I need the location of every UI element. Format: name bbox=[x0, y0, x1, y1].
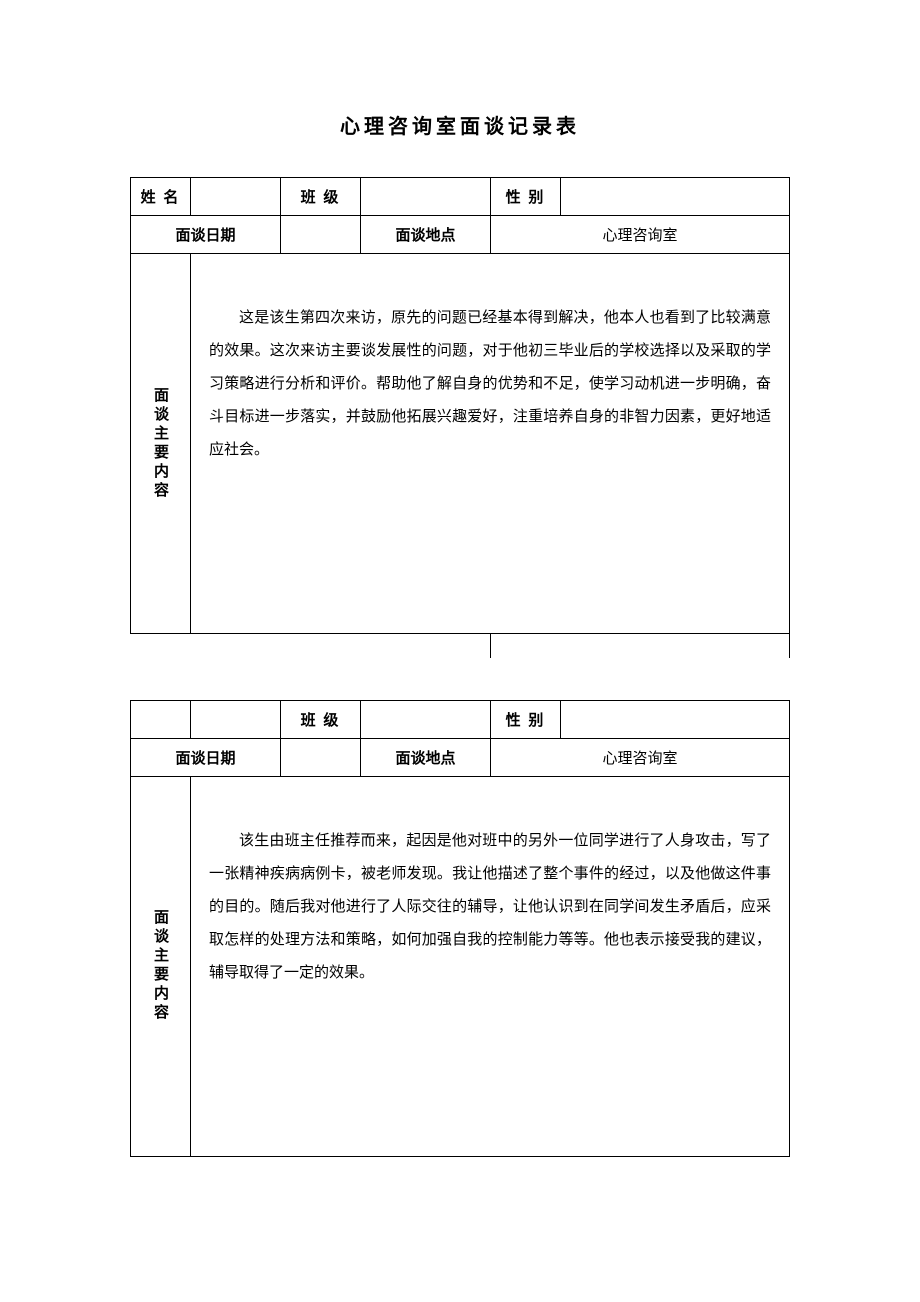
content-text: 这是该生第四次来访，原先的问题已经基本得到解决，他本人也看到了比较满意的效果。这… bbox=[209, 302, 771, 467]
content-cell: 该生由班主任推荐而来，起因是他对班中的另外一位同学进行了人身攻击，写了一张精神疾… bbox=[191, 776, 790, 1156]
gender-label: 性 别 bbox=[491, 178, 561, 216]
date-row: 面谈日期 面谈地点 心理咨询室 bbox=[131, 216, 790, 254]
class-value bbox=[361, 700, 491, 738]
class-label: 班 级 bbox=[281, 700, 361, 738]
content-row: 面谈主要内容 这是该生第四次来访，原先的问题已经基本得到解决，他本人也看到了比较… bbox=[131, 254, 790, 634]
date-value bbox=[281, 216, 361, 254]
name-value bbox=[191, 700, 281, 738]
class-label: 班 级 bbox=[281, 178, 361, 216]
name-label bbox=[131, 700, 191, 738]
name-label: 姓 名 bbox=[131, 178, 191, 216]
header-row: 班 级 性 别 bbox=[131, 700, 790, 738]
location-value: 心理咨询室 bbox=[491, 738, 790, 776]
gender-label: 性 别 bbox=[491, 700, 561, 738]
name-value bbox=[191, 178, 281, 216]
location-value: 心理咨询室 bbox=[491, 216, 790, 254]
location-label: 面谈地点 bbox=[361, 216, 491, 254]
content-row: 面谈主要内容 该生由班主任推荐而来，起因是他对班中的另外一位同学进行了人身攻击，… bbox=[131, 776, 790, 1156]
content-label: 面谈主要内容 bbox=[131, 254, 191, 634]
record-table-2: 班 级 性 别 面谈日期 面谈地点 心理咨询室 面谈主要内容 该生由班主任推荐而… bbox=[130, 700, 790, 1157]
record-table-1: 姓 名 班 级 性 别 面谈日期 面谈地点 心理咨询室 面谈主要内容 这是该生第… bbox=[130, 177, 790, 658]
gender-value bbox=[561, 700, 790, 738]
location-label: 面谈地点 bbox=[361, 738, 491, 776]
date-row: 面谈日期 面谈地点 心理咨询室 bbox=[131, 738, 790, 776]
gender-value bbox=[561, 178, 790, 216]
content-label: 面谈主要内容 bbox=[131, 776, 191, 1156]
date-value bbox=[281, 738, 361, 776]
content-cell: 这是该生第四次来访，原先的问题已经基本得到解决，他本人也看到了比较满意的效果。这… bbox=[191, 254, 790, 634]
header-row: 姓 名 班 级 性 别 bbox=[131, 178, 790, 216]
page-title: 心理咨询室面谈记录表 bbox=[130, 110, 790, 139]
date-label: 面谈日期 bbox=[131, 216, 281, 254]
class-value bbox=[361, 178, 491, 216]
footer-row bbox=[131, 634, 790, 658]
date-label: 面谈日期 bbox=[131, 738, 281, 776]
content-text: 该生由班主任推荐而来，起因是他对班中的另外一位同学进行了人身攻击，写了一张精神疾… bbox=[209, 825, 771, 990]
